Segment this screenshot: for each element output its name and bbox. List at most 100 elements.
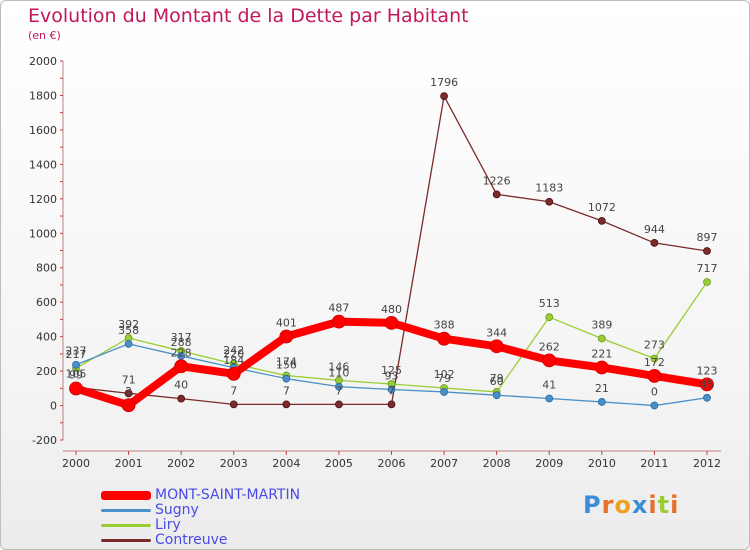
x-tick-label: 2012 <box>693 457 721 470</box>
data-label: 2 <box>125 385 132 398</box>
data-point <box>279 329 294 344</box>
proxiti-logo: Proxiti <box>583 491 680 519</box>
y-tick-label: 1800 <box>29 89 57 102</box>
data-point <box>121 398 136 413</box>
data-label: 110 <box>328 367 349 380</box>
data-point <box>387 385 396 394</box>
data-label: 174 <box>276 356 297 369</box>
x-tick-label: 2010 <box>588 457 616 470</box>
data-label: 40 <box>174 379 188 392</box>
x-tick-label: 2003 <box>220 457 248 470</box>
data-label: 79 <box>437 372 451 385</box>
x-tick-label: 2005 <box>325 457 353 470</box>
data-point <box>229 400 238 409</box>
data-label: 897 <box>697 231 718 244</box>
data-point <box>700 377 714 392</box>
data-label: 123 <box>697 364 718 377</box>
data-point <box>542 353 557 368</box>
data-label: 99 <box>69 368 83 381</box>
data-label: 513 <box>539 297 560 310</box>
legend-label: Contreuve <box>155 532 228 548</box>
y-tick-label: 800 <box>36 262 57 275</box>
data-point <box>492 391 501 400</box>
data-point <box>282 400 291 409</box>
data-label: 237 <box>66 345 87 358</box>
legend-item-mont-saint-martin[interactable]: MONT-SAINT-MARTIN <box>101 487 300 503</box>
y-tick-label: 1000 <box>29 227 57 240</box>
data-point <box>594 360 609 375</box>
data-point <box>545 197 554 206</box>
legend-item-sugny[interactable]: Sugny <box>101 502 199 518</box>
data-point <box>545 394 554 403</box>
data-label: 125 <box>381 364 402 377</box>
data-label: 7 <box>283 384 290 397</box>
data-label: 317 <box>171 331 192 344</box>
data-label: 388 <box>434 319 455 332</box>
data-label: 41 <box>542 378 556 391</box>
data-label: 217 <box>66 348 87 361</box>
chart-unit-label: (en €) <box>28 29 61 42</box>
y-tick-label: 400 <box>36 331 57 344</box>
data-point <box>387 400 396 409</box>
x-tick-label: 2007 <box>430 457 458 470</box>
y-tick-label: 2000 <box>29 55 57 68</box>
data-label: 944 <box>644 223 665 236</box>
x-tick-label: 2006 <box>378 457 406 470</box>
data-label: 487 <box>328 302 349 315</box>
data-label: 71 <box>122 373 136 386</box>
x-tick-label: 2011 <box>640 457 668 470</box>
y-tick-label: 600 <box>36 296 57 309</box>
data-point <box>69 381 83 396</box>
x-tick-label: 2009 <box>535 457 563 470</box>
data-label: 358 <box>118 324 139 337</box>
y-tick-label: 0 <box>50 400 57 413</box>
data-point <box>440 388 448 396</box>
x-tick-label: 2002 <box>167 457 195 470</box>
data-label: 221 <box>591 347 612 360</box>
y-tick-label: 1200 <box>29 193 57 206</box>
data-label: 184 <box>223 354 244 367</box>
legend-swatch <box>101 538 151 542</box>
data-point <box>437 331 451 346</box>
chart-title: Evolution du Montant de la Dette par Hab… <box>28 5 469 27</box>
data-label: 1183 <box>535 182 563 195</box>
data-label: 1072 <box>588 201 616 214</box>
data-point <box>489 339 504 354</box>
data-label: 273 <box>644 339 665 352</box>
data-point <box>332 314 346 329</box>
data-label: 7 <box>388 384 395 397</box>
data-label: 401 <box>276 316 297 329</box>
legend-swatch <box>101 508 151 512</box>
data-point <box>597 216 606 225</box>
data-label: 262 <box>539 340 560 353</box>
data-point <box>597 334 606 343</box>
data-point <box>177 394 186 403</box>
y-tick-label: 1400 <box>29 158 57 171</box>
data-point <box>124 389 133 398</box>
data-point <box>703 393 711 402</box>
data-point <box>440 92 448 101</box>
data-label: 480 <box>381 303 402 316</box>
x-tick-label: 2000 <box>62 457 90 470</box>
legend-item-contreuve[interactable]: Contreuve <box>101 532 228 548</box>
y-tick-label: 1600 <box>29 124 57 137</box>
data-point <box>72 360 80 369</box>
data-label: 102 <box>434 368 455 381</box>
data-label: 146 <box>328 360 349 373</box>
data-point <box>124 339 133 348</box>
y-tick-label: -200 <box>32 434 57 447</box>
data-label: 7 <box>335 384 342 397</box>
legend-item-liry[interactable]: Liry <box>101 517 181 533</box>
data-point <box>650 354 659 363</box>
data-label: 7 <box>230 384 237 397</box>
data-label: 392 <box>118 318 139 331</box>
data-label: 0 <box>651 386 658 399</box>
y-tick-label: 200 <box>36 365 57 378</box>
data-label: 105 <box>66 367 87 380</box>
data-point <box>650 401 659 410</box>
data-label: 156 <box>276 359 297 372</box>
data-label: 288 <box>171 336 192 349</box>
legend-swatch <box>101 523 151 527</box>
